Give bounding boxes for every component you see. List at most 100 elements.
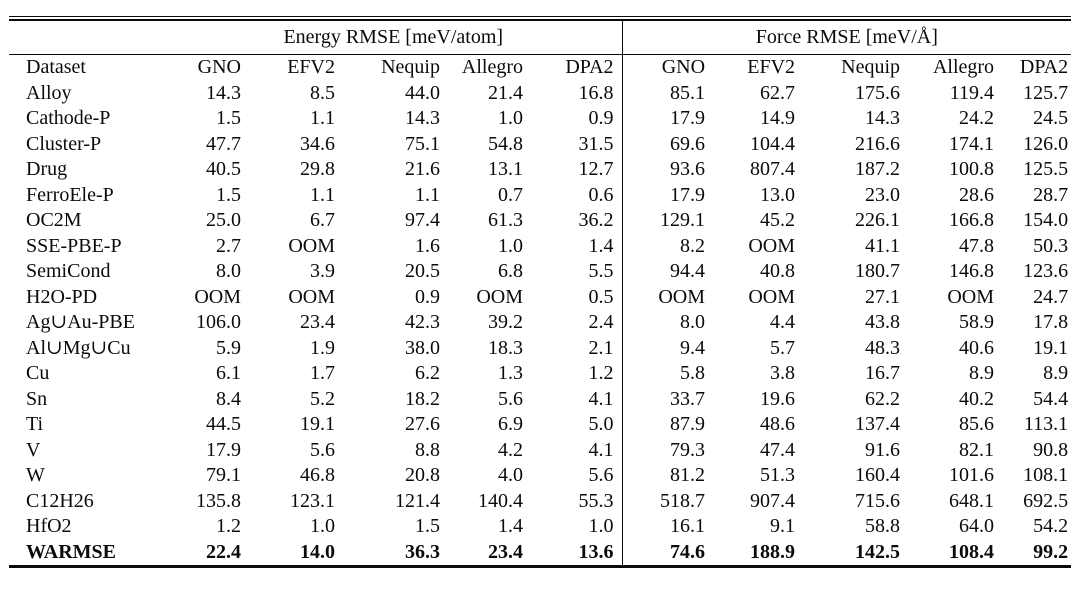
value-cell: 1.4 <box>498 515 523 537</box>
table-row: Sn 8.4 5.2 18.2 5.6 4.1 33.7 19.6 62.2 40.2 54.4 <box>9 386 1071 412</box>
value-cell: 135.8 <box>196 489 241 512</box>
dataset-cell: Ti <box>26 413 44 435</box>
value-cell: 1.5 <box>216 183 241 206</box>
dataset-cell: V <box>26 438 41 461</box>
value-cell: 48.6 <box>760 413 796 435</box>
value-cell: 36.3 <box>405 540 440 563</box>
value-cell: 12.7 <box>578 158 614 180</box>
value-cell: 39.2 <box>488 311 523 333</box>
value-cell: 82.1 <box>959 438 995 461</box>
value-cell: 25.0 <box>206 209 241 231</box>
dataset-cell: SemiCond <box>26 260 111 282</box>
table-row: Drug 40.5 29.8 21.6 13.1 12.7 93.6 807.4 187.2 10… <box>9 157 1071 183</box>
value-cell: 692.5 <box>1023 489 1069 512</box>
value-cell: 3.9 <box>310 260 335 282</box>
table-row: V 17.9 5.6 8.8 4.2 4.1 79.3 47.4 91.6 82.1 90.8 <box>9 437 1071 463</box>
value-cell: 1.0 <box>310 515 335 537</box>
value-cell: 33.7 <box>621 386 714 412</box>
dataset-cell: HfO2 <box>26 515 72 537</box>
value-cell: 1.5 <box>216 107 241 129</box>
value-cell: 69.6 <box>621 131 714 157</box>
value-cell: 154.0 <box>1023 209 1069 231</box>
table-row: Cluster-P 47.7 34.6 75.1 54.8 31.5 69.6 104.4 21… <box>9 131 1071 157</box>
value-cell: 9.1 <box>770 515 796 537</box>
rmse-results-table: Energy RMSE [meV/atom] Force RMSE [meV/Å… <box>9 19 1072 568</box>
table-row: Al∪Mg∪Cu 5.9 1.9 38.0 18.3 2.1 9.4 5.7 48.3 40.6 1… <box>9 335 1071 361</box>
value-cell: 20.8 <box>405 464 440 486</box>
value-cell: 5.8 <box>621 361 714 387</box>
column-header-energy-allegro: Allegro <box>461 56 523 78</box>
value-cell: 108.1 <box>1023 464 1069 486</box>
value-cell: 44.0 <box>405 81 440 104</box>
energy-group-header: Energy RMSE [meV/atom] <box>165 20 623 55</box>
value-cell: 6.1 <box>216 362 241 384</box>
value-cell: 13.6 <box>578 540 614 563</box>
value-cell: 142.5 <box>855 540 901 563</box>
value-cell: 1.7 <box>310 362 335 384</box>
value-cell: 6.9 <box>498 413 523 435</box>
value-cell: 104.4 <box>750 132 796 155</box>
value-cell: 44.5 <box>206 413 241 435</box>
value-cell: 45.2 <box>760 209 796 231</box>
value-cell: 34.6 <box>300 132 335 155</box>
value-cell: 55.3 <box>578 489 614 512</box>
force-group-header: Force RMSE [meV/Å] <box>621 20 1072 55</box>
value-cell: 62.2 <box>865 387 901 410</box>
value-cell: 31.5 <box>578 132 614 155</box>
value-cell: 8.0 <box>216 260 241 282</box>
value-cell: 54.4 <box>1033 387 1069 410</box>
value-cell: 1.5 <box>415 515 440 537</box>
dataset-cell: W <box>26 464 45 486</box>
value-cell: 4.1 <box>588 438 614 461</box>
value-cell: 0.9 <box>415 285 440 308</box>
value-cell: 42.3 <box>405 311 440 333</box>
value-cell: 81.2 <box>621 463 714 489</box>
value-cell: 0.6 <box>588 183 614 206</box>
value-cell: 6.7 <box>310 209 335 231</box>
value-cell: 14.3 <box>405 107 440 129</box>
group-header-row: Energy RMSE [meV/atom] Force RMSE [meV/Å… <box>9 20 1072 55</box>
value-cell: 8.5 <box>310 81 335 104</box>
value-cell: 87.9 <box>621 412 714 438</box>
value-cell: 8.2 <box>621 233 714 259</box>
column-header-dataset: Dataset <box>26 56 86 78</box>
value-cell: 75.1 <box>405 132 440 155</box>
value-cell: 41.1 <box>865 234 901 257</box>
value-cell: 8.8 <box>415 438 440 461</box>
value-cell: 9.4 <box>621 335 714 361</box>
value-cell: 17.9 <box>621 106 714 132</box>
column-header-force-nequip: Nequip <box>841 56 901 78</box>
value-cell: 6.2 <box>415 362 440 384</box>
dataset-cell: Drug <box>26 158 68 180</box>
value-cell: 27.6 <box>405 413 440 435</box>
value-cell: 94.4 <box>621 259 714 285</box>
value-cell: 43.8 <box>865 311 901 333</box>
value-cell: 47.8 <box>959 234 995 257</box>
value-cell: 0.5 <box>588 285 614 308</box>
value-cell: 5.0 <box>588 413 614 435</box>
value-cell: 4.1 <box>588 387 614 410</box>
value-cell: 36.2 <box>578 209 614 231</box>
value-cell: 79.3 <box>621 437 714 463</box>
table-row: Alloy 14.3 8.5 44.0 21.4 16.8 85.1 62.7 175.6 119… <box>9 80 1071 106</box>
value-cell: 16.8 <box>578 81 614 104</box>
table-row: W 79.1 46.8 20.8 4.0 5.6 81.2 51.3 160.4 101.6 108… <box>9 463 1071 489</box>
value-cell: 90.8 <box>1033 438 1069 461</box>
table-row: Ag∪Au-PBE 106.0 23.4 42.3 39.2 2.4 8.0 4.4 43.8 5… <box>9 310 1071 336</box>
value-cell: 13.0 <box>760 183 796 206</box>
value-cell: 16.1 <box>621 514 714 540</box>
value-cell: 14.3 <box>865 107 901 129</box>
table-body: Alloy 14.3 8.5 44.0 21.4 16.8 85.1 62.7 175.6 119… <box>9 80 1071 567</box>
table-row: WARMSE 22.4 14.0 36.3 23.4 13.6 74.6 188.9 142.5… <box>9 539 1071 567</box>
dataset-cell: WARMSE <box>26 540 117 563</box>
table-row: Cu 6.1 1.7 6.2 1.3 1.2 5.8 3.8 16.7 8.9 8.9 <box>9 361 1071 387</box>
value-cell: OOM <box>947 285 995 308</box>
value-cell: 1.1 <box>310 183 335 206</box>
column-header-force-dpa2: DPA2 <box>1019 56 1069 78</box>
value-cell: 21.4 <box>488 81 523 104</box>
value-cell: 8.9 <box>969 362 995 384</box>
value-cell: 1.2 <box>588 362 614 384</box>
value-cell: 99.2 <box>1033 540 1069 563</box>
value-cell: 51.3 <box>760 464 796 486</box>
